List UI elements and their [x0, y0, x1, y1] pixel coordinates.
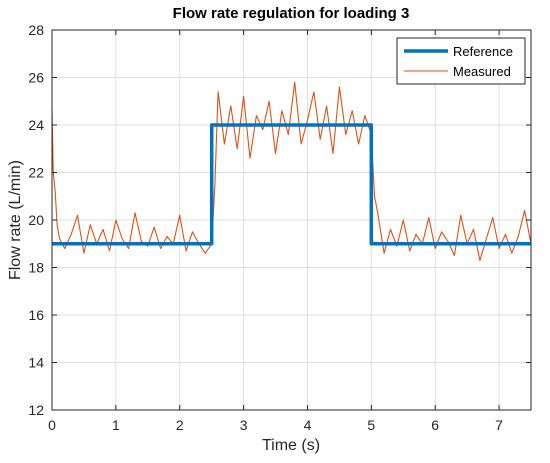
x-tick-label: 6 — [431, 417, 439, 433]
x-tick-label: 5 — [367, 417, 375, 433]
y-tick-label: 14 — [28, 355, 44, 371]
y-tick-label: 20 — [28, 212, 44, 228]
y-tick-label: 18 — [28, 260, 44, 276]
y-tick-label: 26 — [28, 70, 44, 86]
reference-legend-label: Reference — [453, 44, 513, 59]
x-tick-label: 7 — [495, 417, 503, 433]
reference-series-line — [52, 123, 531, 246]
chart-title: Flow rate regulation for loading 3 — [173, 5, 410, 22]
y-axis-ticks: 12 14 16 18 20 22 24 26 28 — [28, 22, 531, 418]
legend: Reference Measured — [396, 37, 526, 85]
legend-box — [396, 37, 526, 85]
x-tick-label: 1 — [112, 417, 120, 433]
x-tick-label: 2 — [176, 417, 184, 433]
x-axis-ticks: 0 1 2 3 4 5 6 7 — [48, 30, 503, 433]
x-tick-label: 4 — [304, 417, 312, 433]
x-tick-label: 3 — [240, 417, 248, 433]
y-axis-label: Flow rate (L/min) — [7, 160, 24, 280]
y-tick-label: 28 — [28, 22, 44, 38]
y-tick-label: 24 — [28, 117, 44, 133]
series-layer — [51, 81, 532, 261]
y-tick-label: 16 — [28, 307, 44, 323]
measured-legend-label: Measured — [453, 64, 511, 79]
x-axis-label: Time (s) — [262, 437, 320, 454]
y-tick-label: 12 — [28, 402, 44, 418]
x-tick-label: 0 — [48, 417, 56, 433]
measured-series-line — [51, 81, 532, 261]
y-tick-label: 22 — [28, 165, 44, 181]
